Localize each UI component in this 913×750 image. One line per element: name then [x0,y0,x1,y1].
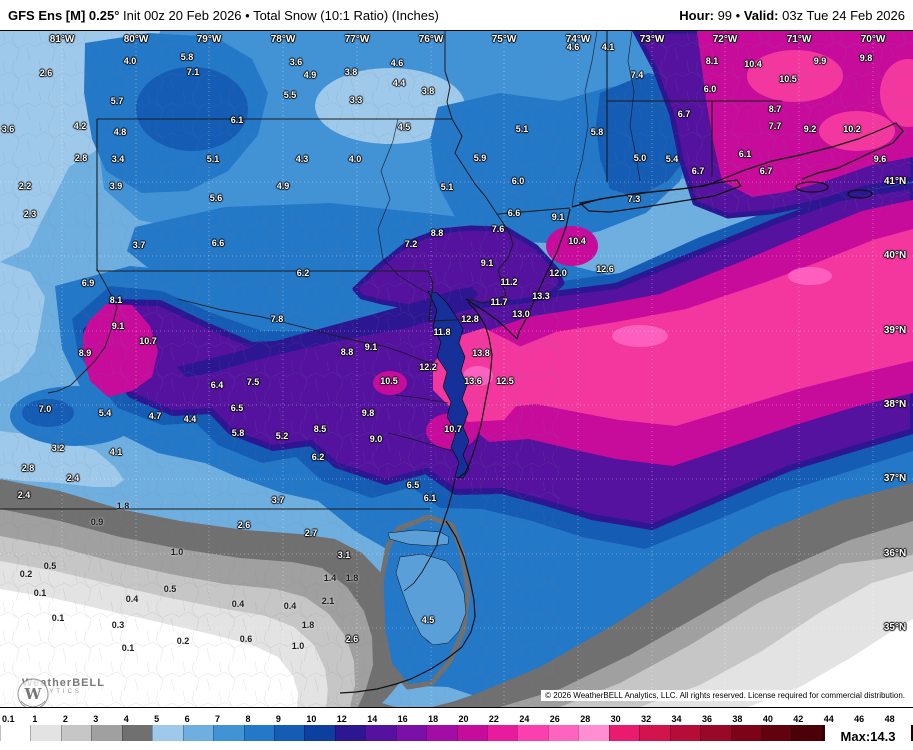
colorbar-tick-label: 2 [62,714,68,724]
colorbar-tick-label: 40 [762,714,773,724]
county-lines [0,31,913,707]
max-value: 14.3 [870,728,896,744]
colorbar-cell [426,725,457,741]
max-label: Max: [840,728,871,744]
colorbar-cell [91,725,122,741]
colorbar-tick-label: 14 [367,714,378,724]
colorbar-cell [791,725,822,741]
valid-label: Valid: [743,7,779,23]
hour-label: Hour: [679,7,714,23]
colorbar-tick-label: 28 [580,714,591,724]
colorbar-tick-label: 9 [275,714,281,724]
colorbar-tick-label: 12 [336,714,347,724]
colorbar-tick-label: 44 [823,714,834,724]
colorbar-cell [700,725,731,741]
separator: • [732,7,744,23]
colorbar-tick-label: 5 [154,714,160,724]
colorbar [0,725,913,741]
weatherbell-logo-icon: W [17,678,49,707]
pamlico-sound [395,553,467,646]
colorbar-cell [243,725,274,741]
colorbar-cell [304,725,335,741]
colorbar-tick-label: 30 [610,714,621,724]
colorbar-tick-label: 20 [458,714,469,724]
colorbar-tick-label: 36 [701,714,712,724]
colorbar-cell [152,725,183,741]
watermark-sub: ANALYTICS [22,689,82,695]
model-title: GFS Ens [M] 0.25° Init 00z 20 Feb 2026 •… [8,8,439,23]
map-area: 2.6 4.0 5.8 7.1 3.6 4.9 3.8 4.6 4.4 5.5 3.3 3.8 5.7 6… [0,30,913,708]
colorbar-cell [517,725,548,741]
legend-footer: 0.1 1 2 3 4 5 6 7 8 9 10 12 14 16 18 20 22 24 26 28 30 32 34 36… [0,708,913,750]
model-init-info: Init 00z 20 Feb 2026 • Total Snow (10:1 … [119,7,439,23]
hour-value: 99 [713,7,733,23]
colorbar-tick-label: 0.1 [2,714,15,724]
colorbar-tick-label: 4 [123,714,129,724]
colorbar-cell [760,725,792,741]
colorbar-tick-label: 7 [215,714,221,724]
colorbar-tick-label: 38 [732,714,743,724]
colorbar-tick-label: 3 [93,714,99,724]
colorbar-cell [121,725,153,741]
colorbar-cell [639,725,670,741]
colorbar-tick-label: 34 [671,714,682,724]
colorbar-cell [669,725,701,741]
colorbar-tick-label: 10 [306,714,317,724]
colorbar-cell [182,725,214,741]
colorbar-cell [547,725,579,741]
colorbar-cell [395,725,427,741]
colorbar-tick-label: 8 [245,714,251,724]
water-bodies [387,290,470,646]
copyright-text: © 2026 WeatherBELL Analytics, LLC. All r… [541,690,909,701]
colorbar-ticks: 0.1 1 2 3 4 5 6 7 8 9 10 12 14 16 18 20 22 24 26 28 30 32 34 36… [0,708,913,725]
colorbar-tick-label: 22 [488,714,499,724]
colorbar-tick-label: 48 [884,714,895,724]
colorbar-cell [213,725,244,741]
colorbar-cell [608,725,640,741]
colorbar-tick-label: 46 [854,714,865,724]
colorbar-tick-label: 16 [397,714,408,724]
colorbar-cell [487,725,518,741]
colorbar-tick-label: 24 [519,714,530,724]
colorbar-cell [730,725,761,741]
colorbar-cell [578,725,609,741]
colorbar-tick-label: 26 [549,714,560,724]
map-canvas [0,31,913,707]
rivers [377,31,641,452]
colorbar-tick-label: 18 [428,714,439,724]
colorbar-tick-label: 6 [184,714,190,724]
colorbar-cell [0,725,31,741]
valid-value: 03z Tue 24 Feb 2026 [778,7,905,23]
max-value-box: Max: 14.3 [825,724,911,748]
colorbar-tick-label: 1 [32,714,38,724]
colorbar-cell [273,725,305,741]
colorbar-cell [365,725,396,741]
colorbar-tick-label: 42 [793,714,804,724]
title-bar: GFS Ens [M] 0.25° Init 00z 20 Feb 2026 •… [0,0,913,30]
colorbar-cell [60,725,92,741]
colorbar-cell [30,725,61,741]
weatherbell-watermark: W WeatherBELL ANALYTICS [16,677,105,707]
svg-text:W: W [24,685,43,703]
hour-valid-info: Hour: 99 • Valid: 03z Tue 24 Feb 2026 [679,8,905,23]
chesapeake-bay [427,290,470,479]
state-borders [0,31,782,510]
model-name: GFS Ens [M] 0.25° [8,7,120,23]
colorbar-cell [334,725,366,741]
colorbar-tick-label: 32 [641,714,652,724]
colorbar-cell [456,725,487,741]
coastline [339,122,904,694]
albemarle-sound [387,529,450,547]
